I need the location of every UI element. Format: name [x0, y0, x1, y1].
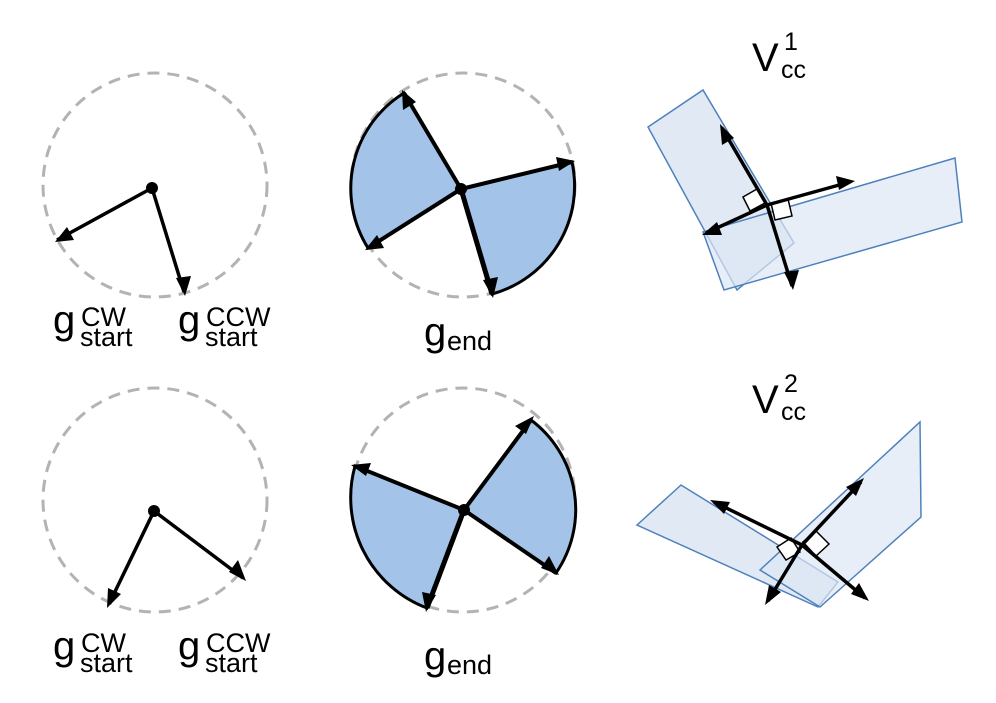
- end-arrowhead-left: [365, 235, 384, 250]
- end-region-diagram-1: [349, 71, 577, 299]
- normal-arrow-left: [713, 500, 803, 547]
- label-base: g: [424, 634, 447, 678]
- label-base: V: [752, 378, 779, 422]
- rect-right: [758, 420, 922, 608]
- cw-start-arrowhead: [107, 588, 121, 608]
- ccw-start-arrowhead: [229, 560, 246, 581]
- g-start-cw-label-2: g CW start: [53, 624, 133, 677]
- ccw-start-arrowhead: [176, 276, 191, 296]
- center-dot: [458, 504, 470, 516]
- cw-start-arrow: [56, 186, 153, 242]
- end-region-diagram-2: [349, 386, 578, 614]
- normal-arrowhead-up: [720, 124, 734, 145]
- normal-arrowhead-up: [846, 478, 864, 496]
- label-subscript: start: [80, 322, 133, 352]
- cw-start-arrow: [107, 510, 156, 605]
- dashed-circle: [41, 71, 269, 299]
- end-arrow-up: [462, 418, 533, 512]
- label-base: g: [53, 624, 76, 668]
- normal-arrow-right: [800, 543, 867, 600]
- rect-right: [702, 157, 963, 291]
- vcc-label-1: V 1 cc: [752, 30, 806, 83]
- g-end-label-1: g end: [424, 310, 492, 355]
- end-arrow-down: [458, 188, 495, 295]
- sector-left: [349, 463, 466, 610]
- end-arrowhead-up: [402, 90, 416, 110]
- sector-right: [461, 417, 578, 576]
- label-subscript: start: [80, 648, 133, 678]
- end-arrowhead-down: [483, 277, 498, 298]
- label-superscript: 1: [784, 28, 798, 56]
- end-arrow-up: [402, 91, 463, 191]
- label-subscript: start: [205, 648, 258, 678]
- vcc-label-2: V 2 cc: [752, 372, 806, 425]
- end-arrowhead-up: [515, 416, 534, 434]
- end-arrow-right: [462, 508, 558, 575]
- end-arrow-right: [460, 160, 573, 191]
- vcc-diagram-2: [635, 420, 922, 608]
- cw-start-arrowhead: [55, 227, 74, 242]
- label-subscript: end: [447, 326, 493, 356]
- center-dot: [146, 182, 158, 194]
- label-superscript: CW: [81, 302, 126, 332]
- label-superscript: 2: [784, 370, 798, 398]
- sector-right: [459, 160, 577, 296]
- normal-arrowhead-left: [702, 222, 722, 235]
- end-arrowhead-down: [422, 592, 436, 612]
- ccw-start-arrow: [150, 187, 186, 293]
- end-arrow-down: [424, 509, 467, 609]
- g-end-label-2: g end: [424, 634, 492, 679]
- g-start-ccw-label-1: g CCW start: [178, 298, 270, 351]
- label-base: g: [178, 298, 201, 342]
- normal-arrow-up: [720, 127, 769, 206]
- label-base: V: [752, 36, 779, 80]
- start-vectors-diagram-2: [41, 386, 269, 614]
- label-subscript: start: [205, 322, 258, 352]
- label-base: g: [178, 624, 201, 668]
- normal-arrowhead-right: [836, 176, 855, 190]
- label-superscript: CW: [81, 628, 126, 658]
- label-subscript: cc: [781, 398, 806, 426]
- sector-left: [349, 90, 464, 251]
- g-start-cw-label-1: g CW start: [53, 298, 133, 351]
- center-dot: [455, 183, 467, 195]
- normal-arrowhead-right: [851, 583, 869, 601]
- g-start-ccw-label-2: g CCW start: [178, 624, 270, 677]
- end-arrowhead-right: [541, 556, 559, 575]
- normal-arrowhead-down: [765, 585, 781, 605]
- normal-arrowhead-left: [710, 500, 730, 514]
- normal-arrow-up: [800, 480, 863, 547]
- label-base: g: [424, 310, 447, 354]
- label-subscript: cc: [781, 56, 806, 84]
- normal-arrowhead-down: [784, 270, 799, 290]
- center-dot: [148, 505, 160, 517]
- label-base: g: [53, 298, 76, 342]
- vcc-diagram-1: [647, 88, 963, 292]
- end-arrow-left: [366, 187, 463, 250]
- label-superscript: CCW: [206, 302, 271, 332]
- end-arrow-left: [354, 464, 465, 512]
- normal-arrow-right: [766, 180, 851, 207]
- start-vectors-diagram-1: [41, 71, 269, 299]
- dashed-circle: [41, 386, 269, 614]
- label-superscript: CCW: [206, 628, 271, 658]
- label-subscript: end: [447, 650, 493, 680]
- end-arrowhead-right: [556, 157, 575, 171]
- end-arrowhead-left: [351, 463, 371, 476]
- ccw-start-arrow: [152, 509, 245, 580]
